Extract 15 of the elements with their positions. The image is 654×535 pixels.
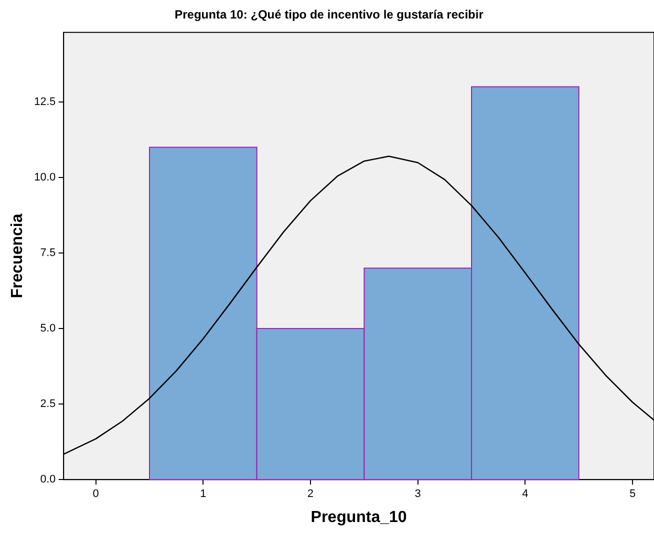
y-tick-label: 7.5 xyxy=(40,247,56,260)
x-tick-label: 0 xyxy=(92,488,99,500)
y-tick-label: 2.5 xyxy=(40,398,56,410)
y-tick-label: 10.0 xyxy=(34,171,56,184)
y-tick-label: 0.0 xyxy=(40,474,56,486)
x-tick-label: 2 xyxy=(307,488,314,500)
y-tick-label: 5.0 xyxy=(40,322,56,335)
x-tick-label: 3 xyxy=(414,488,421,500)
y-tick-label: 12.5 xyxy=(34,96,56,108)
x-axis-title: Pregunta_10 xyxy=(310,508,407,526)
y-axis-title: Frecuencia xyxy=(9,214,26,298)
chart-title: Pregunta 10: ¿Qué tipo de incentivo le gustaría recibir xyxy=(174,8,484,22)
x-tick-label: 5 xyxy=(629,488,636,500)
x-tick-label: 1 xyxy=(200,488,206,500)
x-tick-label: 4 xyxy=(522,488,528,500)
